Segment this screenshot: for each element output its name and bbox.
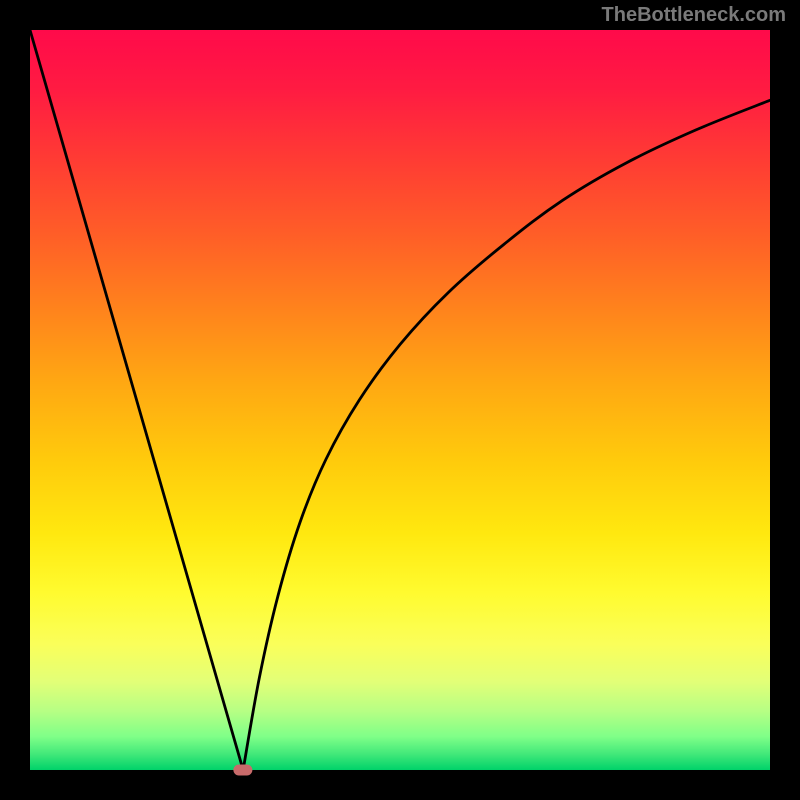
plot-area	[30, 30, 770, 770]
watermark-text: TheBottleneck.com	[602, 4, 786, 27]
bottleneck-curve	[30, 30, 770, 770]
optimum-marker	[233, 764, 252, 775]
curve-layer	[30, 30, 770, 770]
